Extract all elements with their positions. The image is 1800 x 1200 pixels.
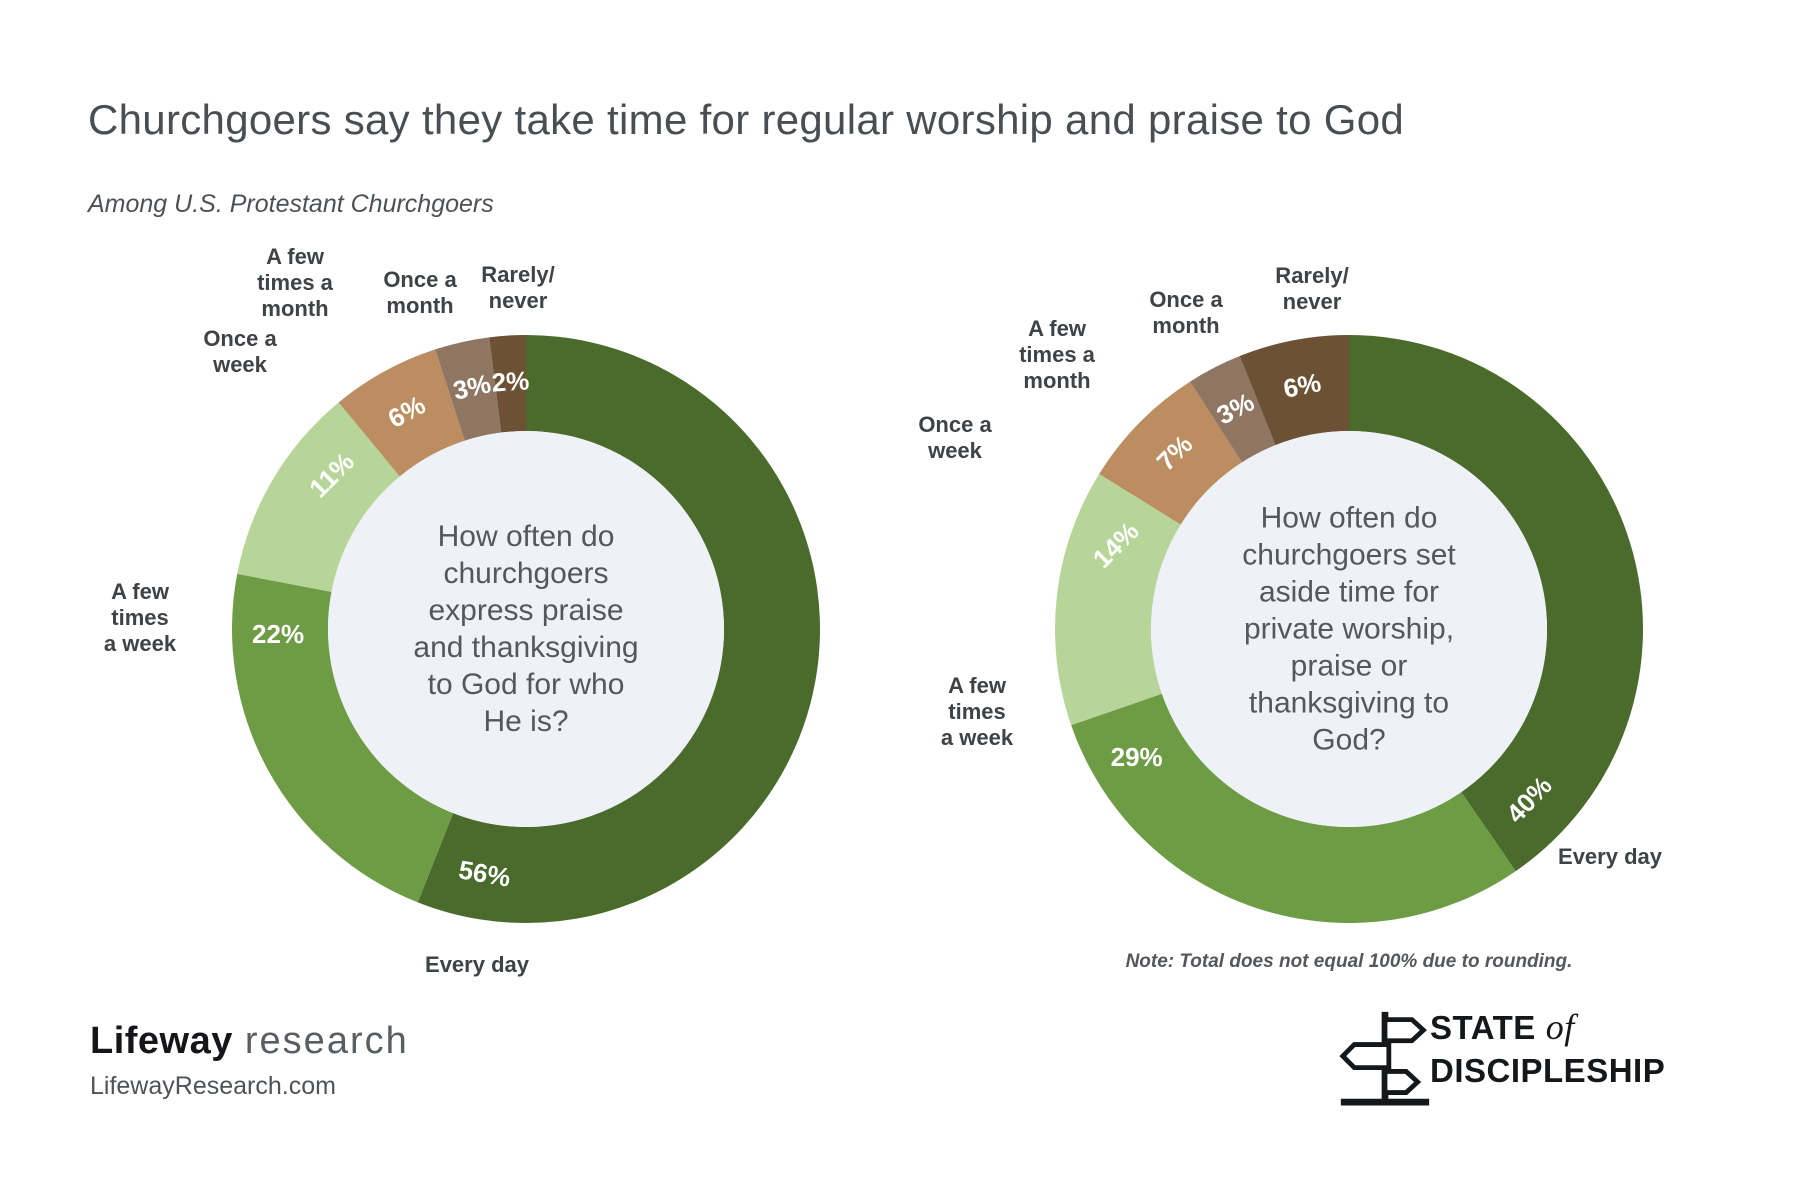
state-of-discipleship-line1: STATE of <box>1430 1006 1665 1048</box>
state-of-discipleship-logo: STATE of DISCIPLESHIP <box>1430 1006 1665 1090</box>
percent-label-once-a-month: 3% <box>1212 387 1259 431</box>
percent-label-rarely-never: 6% <box>1281 367 1324 404</box>
donut-segment-rarely-never <box>489 335 526 433</box>
donut-segment-once-a-month <box>435 337 502 441</box>
page-title: Churchgoers say they take time for regul… <box>88 96 1405 143</box>
percent-label-once-a-week: 11% <box>303 446 360 503</box>
page-subtitle: Among U.S. Protestant Churchgoers <box>88 190 494 218</box>
percent-label-once-a-month: 3% <box>450 368 493 405</box>
lifeway-research-url: LifewayResearch.com <box>90 1072 336 1100</box>
percent-label-a-few-times-a-month: 7% <box>1151 429 1199 477</box>
lifeway-logo-bold: Lifeway <box>90 1020 233 1062</box>
percent-label-a-few-times-a-month: 6% <box>383 389 430 433</box>
donut-segment-rarely-never <box>1239 335 1349 446</box>
donut-segment-once-a-month <box>1190 356 1276 463</box>
category-label-every-day: Every day <box>425 952 529 977</box>
chart-question-2: How often do churchgoers set aside time … <box>1242 501 1456 757</box>
category-label-once-a-week: Once a week <box>918 412 992 463</box>
category-label-a-few-times-a-week: A few times a week <box>940 673 1014 750</box>
of-word: of <box>1545 1007 1575 1047</box>
percent-label-every-day: 56% <box>456 854 512 892</box>
donut-segment-a-few-times-a-month <box>338 349 465 477</box>
category-label-a-few-times-a-week: A few times a week <box>103 579 177 656</box>
percent-label-a-few-times-a-week: 22% <box>252 619 304 649</box>
percent-label-rarely-never: 2% <box>491 365 530 397</box>
category-label-once-a-month: Once a month <box>383 267 457 318</box>
percent-label-every-day: 40% <box>1500 770 1558 828</box>
state-of-discipleship-line2: DISCIPLESHIP <box>1430 1052 1666 1089</box>
state-word: STATE <box>1430 1009 1536 1046</box>
lifeway-research-logo: Lifeway research <box>90 1020 409 1063</box>
category-label-once-a-month: Once a month <box>1149 287 1223 338</box>
chart-question-1: How often do churchgoers express praise … <box>413 520 639 738</box>
category-label-a-few-times-a-month: A few times a month <box>1019 316 1095 393</box>
signpost-icon <box>1339 1011 1430 1106</box>
percent-label-a-few-times-a-week: 29% <box>1111 742 1163 772</box>
category-label-once-a-week: Once a week <box>203 326 277 377</box>
category-label-every-day: Every day <box>1558 844 1662 869</box>
lifeway-logo-light: research <box>244 1020 409 1062</box>
chart-note: Note: Total does not equal 100% due to r… <box>1125 951 1573 972</box>
category-label-a-few-times-a-month: A few times a month <box>257 244 333 321</box>
percent-label-once-a-week: 14% <box>1087 516 1145 574</box>
category-label-rarely-never: Rarely/ never <box>1275 263 1349 314</box>
category-label-rarely-never: Rarely/ never <box>481 262 555 313</box>
